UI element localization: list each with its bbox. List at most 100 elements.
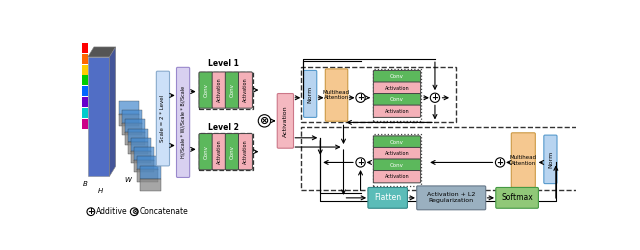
Text: Activation: Activation	[243, 139, 248, 164]
Bar	[83, 86, 88, 96]
FancyBboxPatch shape	[373, 105, 420, 118]
FancyBboxPatch shape	[373, 148, 420, 160]
Bar	[119, 114, 139, 126]
Circle shape	[430, 93, 440, 102]
FancyBboxPatch shape	[239, 134, 252, 170]
FancyBboxPatch shape	[199, 72, 213, 108]
Polygon shape	[109, 47, 116, 176]
FancyBboxPatch shape	[199, 134, 213, 170]
Circle shape	[356, 93, 365, 102]
Circle shape	[356, 158, 365, 167]
Bar	[125, 119, 145, 133]
Text: +: +	[431, 93, 438, 102]
FancyBboxPatch shape	[373, 136, 420, 148]
FancyBboxPatch shape	[373, 82, 420, 94]
Text: Conv: Conv	[390, 163, 404, 168]
FancyBboxPatch shape	[212, 72, 226, 108]
Text: Norm: Norm	[308, 85, 313, 102]
Text: H: H	[99, 188, 104, 194]
Text: B: B	[83, 180, 88, 186]
Bar	[83, 97, 88, 107]
Bar	[128, 128, 148, 142]
Bar	[122, 123, 142, 136]
Text: Level 1: Level 1	[208, 59, 239, 68]
Text: +: +	[357, 93, 364, 102]
FancyBboxPatch shape	[277, 94, 294, 148]
Text: Activation: Activation	[385, 174, 410, 179]
Bar	[83, 108, 88, 118]
Circle shape	[259, 115, 271, 127]
FancyBboxPatch shape	[496, 188, 538, 208]
Text: Multihead
Attention: Multihead Attention	[323, 90, 350, 101]
Text: Conv: Conv	[390, 74, 404, 79]
Text: Conv: Conv	[204, 83, 209, 97]
FancyBboxPatch shape	[368, 188, 408, 208]
Text: Conv: Conv	[390, 97, 404, 102]
Text: H//Scale * W//Scale * B//Scale: H//Scale * W//Scale * B//Scale	[180, 86, 186, 158]
Text: Conv: Conv	[390, 140, 404, 144]
Bar	[138, 156, 157, 170]
Bar	[138, 169, 157, 182]
Bar	[373, 68, 421, 121]
Bar	[198, 72, 253, 108]
Bar	[83, 54, 88, 64]
Bar	[125, 132, 145, 145]
Text: Flatten: Flatten	[374, 193, 401, 202]
Text: Additive: Additive	[96, 207, 128, 216]
Bar	[83, 43, 88, 53]
Circle shape	[87, 208, 95, 216]
FancyBboxPatch shape	[212, 134, 226, 170]
Bar	[301, 67, 456, 122]
Bar	[119, 101, 139, 115]
Circle shape	[131, 208, 138, 216]
Text: ⊗: ⊗	[131, 207, 138, 216]
Bar	[131, 138, 151, 152]
Text: Activation: Activation	[385, 151, 410, 156]
Text: Activation: Activation	[385, 109, 410, 114]
Bar	[83, 76, 88, 86]
Text: Norm: Norm	[548, 151, 553, 168]
FancyBboxPatch shape	[417, 186, 486, 210]
FancyBboxPatch shape	[303, 70, 317, 118]
Text: Activation: Activation	[283, 105, 288, 137]
Text: +: +	[87, 207, 94, 216]
Bar	[134, 147, 154, 161]
Text: ⊗: ⊗	[260, 116, 269, 126]
FancyBboxPatch shape	[225, 134, 239, 170]
Circle shape	[495, 158, 505, 167]
Text: Softmax: Softmax	[501, 193, 533, 202]
Text: Activation: Activation	[243, 78, 248, 102]
Text: Conv: Conv	[230, 83, 235, 97]
FancyBboxPatch shape	[373, 94, 420, 106]
Bar	[131, 151, 151, 163]
Text: Activation: Activation	[216, 78, 221, 102]
Bar	[301, 127, 584, 190]
Bar	[373, 134, 421, 186]
FancyBboxPatch shape	[239, 72, 252, 108]
Text: Activation: Activation	[216, 139, 221, 164]
Bar	[140, 178, 161, 191]
Text: Level 2: Level 2	[208, 123, 239, 132]
Text: W: W	[125, 178, 131, 184]
Text: Conv: Conv	[204, 145, 209, 158]
Text: Activation: Activation	[385, 86, 410, 91]
FancyBboxPatch shape	[325, 69, 348, 121]
Text: Scale = 2 * Level: Scale = 2 * Level	[161, 95, 165, 142]
FancyBboxPatch shape	[373, 170, 420, 183]
FancyBboxPatch shape	[177, 67, 189, 178]
Text: Conv: Conv	[230, 145, 235, 158]
Text: Multihead
Attention: Multihead Attention	[509, 155, 537, 166]
Text: Concatenate: Concatenate	[140, 207, 188, 216]
FancyBboxPatch shape	[225, 72, 239, 108]
Text: Activation + L2
Regularization: Activation + L2 Regularization	[427, 192, 476, 203]
FancyBboxPatch shape	[156, 71, 170, 166]
Bar	[128, 142, 148, 154]
Bar	[140, 166, 161, 179]
Text: +: +	[497, 158, 504, 167]
FancyBboxPatch shape	[511, 133, 535, 188]
Bar	[83, 118, 88, 128]
Text: +: +	[357, 158, 364, 167]
Bar	[88, 57, 109, 176]
Polygon shape	[88, 47, 116, 57]
Bar	[198, 133, 253, 170]
